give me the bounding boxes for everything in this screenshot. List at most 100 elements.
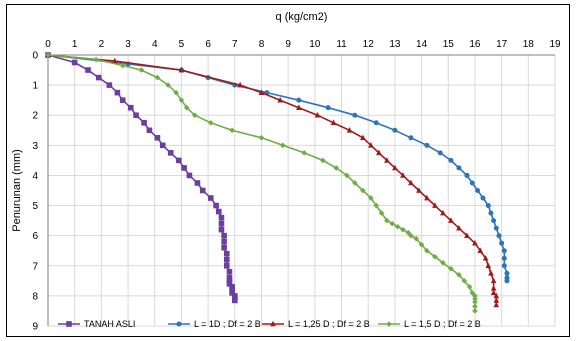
data-point — [504, 270, 510, 276]
data-point — [482, 254, 489, 261]
data-point — [226, 281, 233, 287]
data-point — [472, 296, 478, 302]
data-point — [167, 150, 174, 156]
data-point — [277, 96, 283, 103]
data-point — [66, 321, 72, 327]
data-point — [221, 238, 227, 245]
data-point — [360, 187, 366, 194]
data-point — [360, 134, 366, 141]
data-point — [226, 278, 233, 284]
data-point — [432, 202, 438, 208]
y-tick-label: 7 — [32, 261, 38, 272]
data-point — [464, 172, 470, 178]
legend-label: L = 1,25 D ; Df = 2 B — [288, 319, 370, 329]
data-point — [392, 127, 398, 133]
data-point — [314, 111, 321, 118]
data-point — [424, 194, 430, 201]
legend-item: L = 1,25 D ; Df = 2 B — [262, 319, 370, 329]
data-point — [475, 187, 481, 194]
data-point — [175, 157, 182, 164]
x-tick-label: 6 — [205, 39, 211, 50]
data-point — [368, 195, 374, 201]
data-point — [472, 239, 478, 246]
x-tick-label: 11 — [336, 39, 347, 50]
legend-label: L = 1D ; Df = 2 B — [194, 319, 261, 329]
x-tick-label: 10 — [309, 39, 321, 50]
data-point — [178, 66, 185, 73]
series-2 — [45, 52, 510, 284]
x-axis-title: q (kg/cm2) — [276, 11, 328, 23]
x-tick-label: 9 — [285, 39, 291, 50]
data-point — [154, 74, 161, 81]
data-point — [408, 135, 414, 141]
data-point — [159, 142, 166, 149]
data-point — [237, 81, 243, 88]
data-point — [493, 292, 500, 299]
data-point — [258, 135, 265, 141]
data-point — [448, 265, 454, 272]
data-point — [440, 209, 446, 216]
data-point — [119, 62, 126, 69]
data-point — [461, 278, 468, 284]
data-point — [464, 232, 470, 238]
series-1 — [45, 52, 238, 304]
data-point — [186, 172, 193, 179]
data-point — [400, 226, 406, 233]
data-point — [491, 218, 497, 224]
data-point — [226, 269, 233, 275]
x-tick-label: 17 — [496, 39, 508, 50]
data-point — [456, 224, 462, 231]
data-point — [437, 150, 443, 156]
data-point — [352, 112, 358, 118]
data-point — [418, 241, 425, 248]
data-point — [373, 120, 379, 126]
x-tick-label: 8 — [259, 39, 265, 50]
data-point — [173, 89, 179, 96]
x-tick-label: 0 — [45, 39, 51, 50]
data-point — [320, 157, 326, 164]
data-point — [176, 321, 182, 327]
data-point — [376, 149, 382, 156]
data-point — [368, 142, 374, 148]
y-tick-label: 2 — [32, 111, 38, 122]
data-point — [229, 290, 235, 296]
data-point — [373, 202, 380, 209]
data-point — [440, 259, 446, 266]
data-point — [416, 187, 422, 193]
data-point — [499, 240, 505, 246]
y-tick-label: 6 — [32, 231, 38, 242]
data-point — [218, 226, 225, 233]
data-point — [154, 135, 161, 141]
data-point — [226, 275, 233, 281]
data-point — [333, 165, 339, 171]
data-point — [394, 223, 401, 230]
data-point — [207, 119, 214, 126]
data-point — [229, 287, 235, 293]
legend-label: L = 1,5 D ; Df = 2 B — [404, 319, 481, 329]
y-tick-label: 5 — [32, 201, 38, 212]
series-line — [47, 54, 508, 281]
y-tick-label: 8 — [32, 291, 38, 302]
data-point — [384, 157, 390, 163]
data-point — [466, 284, 473, 290]
data-point — [501, 248, 507, 254]
y-axis-title: Penurunan (mm) — [11, 149, 23, 232]
series — [45, 51, 510, 314]
y-tick-label: 4 — [32, 171, 38, 182]
data-point — [330, 119, 337, 126]
data-point — [472, 299, 478, 305]
data-point — [178, 97, 185, 103]
data-point — [93, 56, 99, 63]
y-tick-label: 0 — [32, 51, 38, 62]
data-point — [352, 180, 358, 186]
x-tick-label: 13 — [389, 39, 401, 50]
x-tick-label: 12 — [363, 39, 375, 50]
data-point — [424, 247, 430, 254]
data-point — [413, 235, 420, 242]
data-point — [496, 233, 502, 239]
data-point — [119, 97, 126, 103]
data-point — [181, 165, 187, 171]
data-point — [221, 232, 227, 239]
data-point — [85, 67, 91, 73]
